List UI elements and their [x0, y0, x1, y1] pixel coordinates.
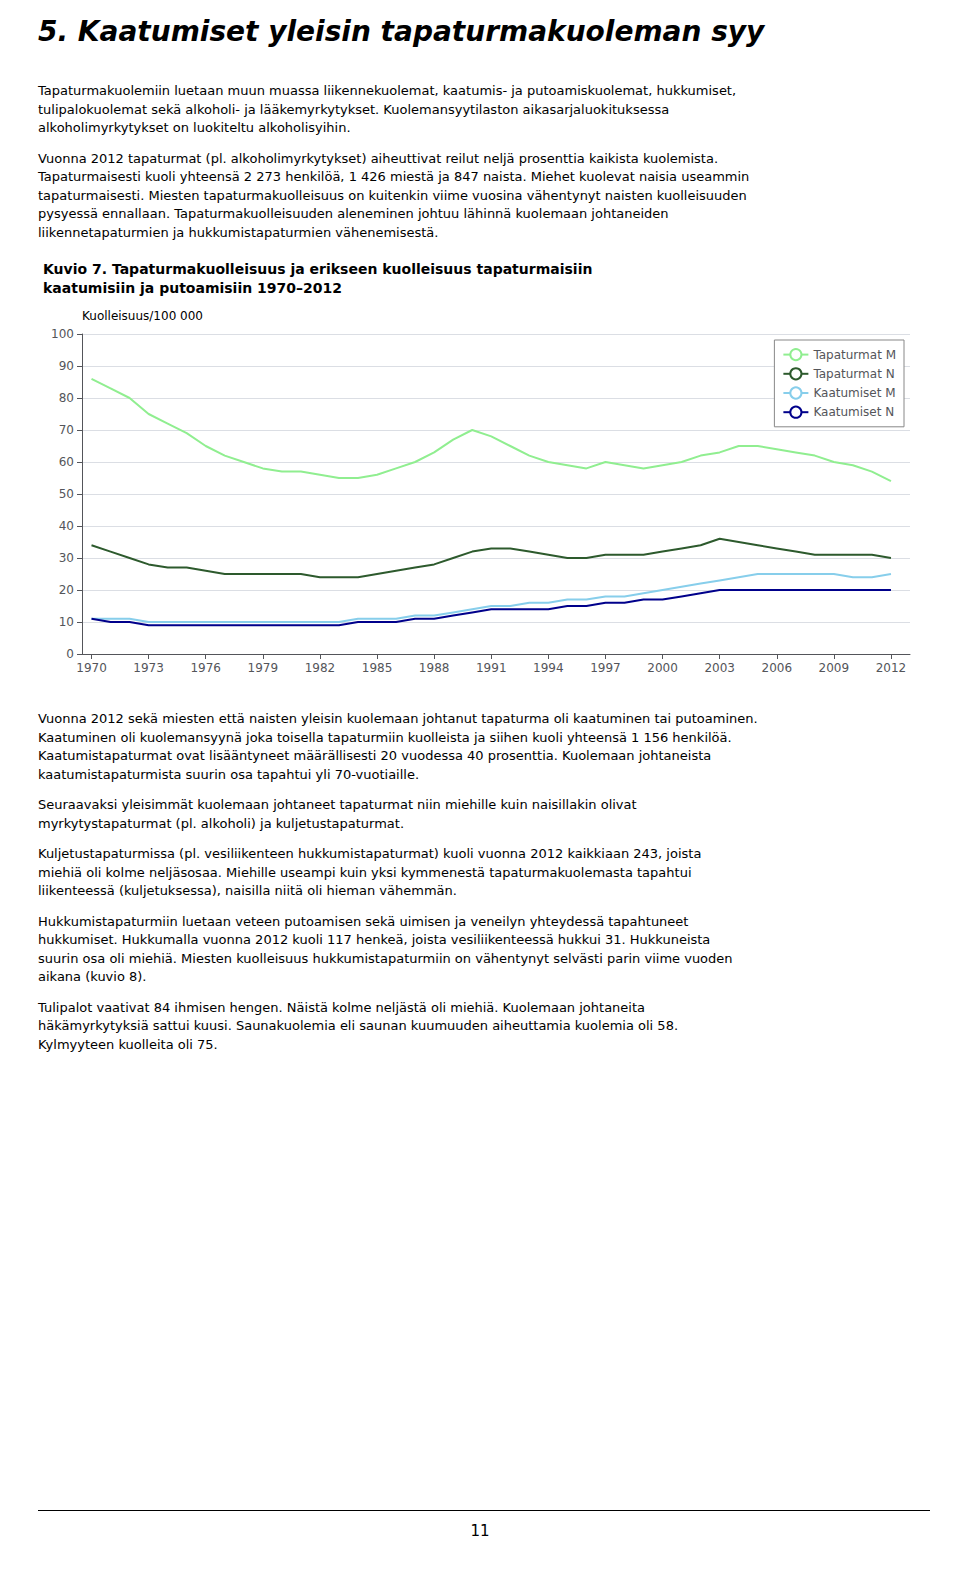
svg-text:1976: 1976 [190, 661, 221, 675]
svg-text:2006: 2006 [761, 661, 792, 675]
svg-text:1970: 1970 [76, 661, 107, 675]
html-text:liikennetapaturmien ja hukkumi: liikennetapaturmien ja hukkumistapaturmi… [38, 224, 439, 240]
svg-text:Kuolleisuus/100 000: Kuolleisuus/100 000 [82, 309, 203, 323]
html-text:hukkumiset. Hukkumalla vuonna: hukkumiset. Hukkumalla vuonna 2012 kuoli… [38, 932, 711, 947]
svg-text:20: 20 [59, 583, 74, 597]
svg-text:1994: 1994 [533, 661, 564, 675]
svg-text:10: 10 [59, 615, 74, 629]
svg-text:Kuvio 7. Tapaturmakuolleisuus: Kuvio 7. Tapaturmakuolleisuus ja eriksee… [43, 261, 592, 277]
html-text:Tulipalot vaativat 84 ihmisen: Tulipalot vaativat 84 ihmisen hengen. Nä… [38, 999, 645, 1015]
html-text:häkämyrkytyksiä sattui kuusi.: häkämyrkytyksiä sattui kuusi. Saunakuole… [38, 1018, 678, 1033]
html-text:suurin osa oli miehiä. Miesten: suurin osa oli miehiä. Miesten kuolleisu… [38, 950, 733, 966]
html-text:Hukkumistapaturmiin luetaan ve: Hukkumistapaturmiin luetaan veteen putoa… [38, 913, 689, 929]
svg-text:80: 80 [59, 391, 74, 405]
svg-text:50: 50 [59, 487, 74, 501]
svg-text:Kaatumiset N: Kaatumiset N [813, 405, 894, 419]
html-text:Kaatumistapaturmat ovat lisään: Kaatumistapaturmat ovat lisääntyneet mää… [38, 748, 712, 763]
svg-text:1997: 1997 [590, 661, 621, 675]
svg-text:30: 30 [59, 551, 74, 565]
html-text:Tapaturmaisesti kuoli yhteensä: Tapaturmaisesti kuoli yhteensä 2 273 hen… [38, 169, 750, 184]
html-text:miehiä oli kolme neljäsosaa. M: miehiä oli kolme neljäsosaa. Miehille us… [38, 864, 692, 880]
svg-text:Kaatumiset M: Kaatumiset M [813, 386, 895, 400]
html-text:Kylmyyteen kuolleita oli 75.: Kylmyyteen kuolleita oli 75. [38, 1036, 218, 1052]
html-text:tapaturmaisesti. Miesten tapat: tapaturmaisesti. Miesten tapaturmakuolle… [38, 187, 747, 203]
html-text:Kuljetustapaturmissa (pl. vesi: Kuljetustapaturmissa (pl. vesiliikenteen… [38, 846, 702, 861]
html-text:Vuonna 2012 sekä miesten että: Vuonna 2012 sekä miesten että naisten yl… [38, 711, 758, 726]
svg-text:2000: 2000 [647, 661, 678, 675]
svg-text:100: 100 [51, 327, 74, 341]
html-text:pysyessä ennallaan. Tapaturmak: pysyessä ennallaan. Tapaturmakuolleisuud… [38, 206, 669, 221]
html-text:Seuraavaksi yleisimmät kuolema: Seuraavaksi yleisimmät kuolemaan johtane… [38, 797, 637, 812]
svg-text:kaatumisiin ja putoamisiin 197: kaatumisiin ja putoamisiin 1970–2012 [43, 280, 342, 296]
svg-text:1973: 1973 [133, 661, 164, 675]
svg-text:1979: 1979 [248, 661, 279, 675]
html-text:kaatumistapaturmista suurin os: kaatumistapaturmista suurin osa tapahtui… [38, 766, 420, 782]
html-text:liikenteessä (kuljetuksessa),: liikenteessä (kuljetuksessa), naisilla n… [38, 883, 457, 898]
html-text:alkoholimyrkytykset on luokite: alkoholimyrkytykset on luokiteltu alkoho… [38, 120, 351, 135]
html-text:Vuonna 2012 tapaturmat (pl. al: Vuonna 2012 tapaturmat (pl. alkoholimyrk… [38, 150, 719, 166]
svg-text:2003: 2003 [704, 661, 735, 675]
svg-text:1988: 1988 [419, 661, 450, 675]
svg-text:1985: 1985 [362, 661, 393, 675]
svg-text:0: 0 [66, 647, 74, 661]
svg-text:40: 40 [59, 519, 74, 533]
svg-text:60: 60 [59, 455, 74, 469]
svg-text:1991: 1991 [476, 661, 507, 675]
html-text:5. Kaatumiset yleisin tapaturm: 5. Kaatumiset yleisin tapaturmakuoleman … [38, 15, 765, 48]
html-text:myrkytystapaturmat (pl. alkoho: myrkytystapaturmat (pl. alkoholi) ja kul… [38, 815, 404, 831]
svg-text:90: 90 [59, 359, 74, 373]
svg-text:2012: 2012 [876, 661, 907, 675]
svg-text:70: 70 [59, 423, 74, 437]
svg-text:2009: 2009 [819, 661, 850, 675]
html-text:11: 11 [470, 1522, 490, 1540]
html-text:tulipalokuolemat sekä alkoholi: tulipalokuolemat sekä alkoholi- ja lääke… [38, 101, 670, 117]
html-text:Kaatuminen oli kuolemansyynä j: Kaatuminen oli kuolemansyynä joka toisel… [38, 729, 732, 745]
html-text:aikana (kuvio 8).: aikana (kuvio 8). [38, 969, 147, 984]
svg-text:Tapaturmat M: Tapaturmat M [812, 348, 896, 362]
svg-text:1982: 1982 [305, 661, 336, 675]
html-text:Tapaturmakuolemiin luetaan muu: Tapaturmakuolemiin luetaan muun muassa l… [38, 83, 737, 98]
svg-text:Tapaturmat N: Tapaturmat N [812, 367, 894, 381]
